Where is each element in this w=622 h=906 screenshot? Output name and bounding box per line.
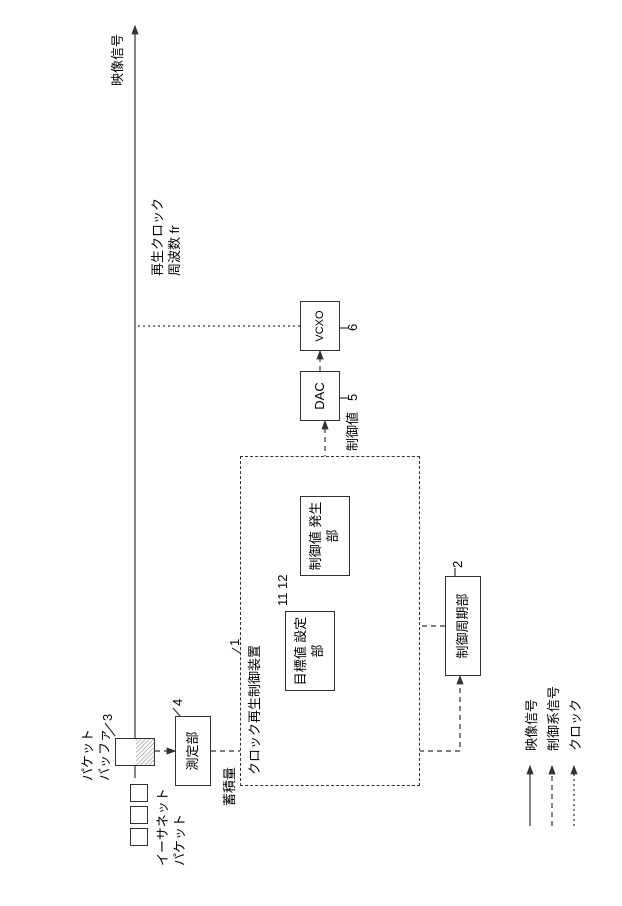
dac-box: DAC [300, 371, 340, 421]
legend-control: 制御系信号 [546, 686, 563, 751]
control-period-num: 2 [450, 561, 467, 568]
packet-buffer-label: パケット バッファ [80, 729, 114, 781]
dac-num: 5 [345, 394, 362, 401]
main-num: 1 [227, 639, 244, 646]
target-num: 11 [275, 593, 292, 607]
control-gen-num: 12 [275, 575, 292, 589]
packet-square [130, 828, 148, 846]
legend-video: 映像信号 [524, 699, 541, 751]
vcxo-box: VCXO [300, 301, 340, 351]
legend-clock: クロック [568, 699, 585, 751]
measure-num: 4 [170, 699, 187, 706]
packet-buffer-num: 3 [100, 714, 117, 721]
control-gen-label: 制御値 発生部 [308, 497, 342, 575]
target-box: 目標値 設定部 [285, 611, 335, 691]
packet-square [130, 784, 148, 802]
diagram-canvas: イーサネット パケット パケット バッファ 3 測定部 4 蓄積量 クロック再生… [0, 284, 622, 906]
packet-square [130, 806, 148, 824]
video-signal-out-label: 映像信号 [110, 34, 127, 86]
recovered-clock-label: 再生クロック 周波数 fr [150, 198, 184, 276]
ethernet-packet-label: イーサネット パケット [155, 788, 189, 866]
vcxo-num: 6 [345, 324, 362, 331]
control-period-box: 制御周期部 [445, 576, 481, 676]
control-gen-box: 制御値 発生部 [300, 496, 350, 576]
main-title: クロック再生制御装置 [247, 645, 264, 775]
dac-label: DAC [312, 382, 329, 409]
packet-buffer [115, 738, 155, 766]
target-label: 目標値 設定部 [293, 612, 327, 690]
control-value-label: 制御値 [345, 412, 362, 451]
vcxo-label: VCXO [313, 310, 327, 341]
measure-label: 測定部 [185, 732, 202, 771]
accum-label: 蓄積量 [222, 767, 239, 806]
control-period-label: 制御周期部 [455, 594, 472, 659]
measure-box: 測定部 [175, 716, 211, 786]
packet-buffer-fill [136, 739, 154, 765]
